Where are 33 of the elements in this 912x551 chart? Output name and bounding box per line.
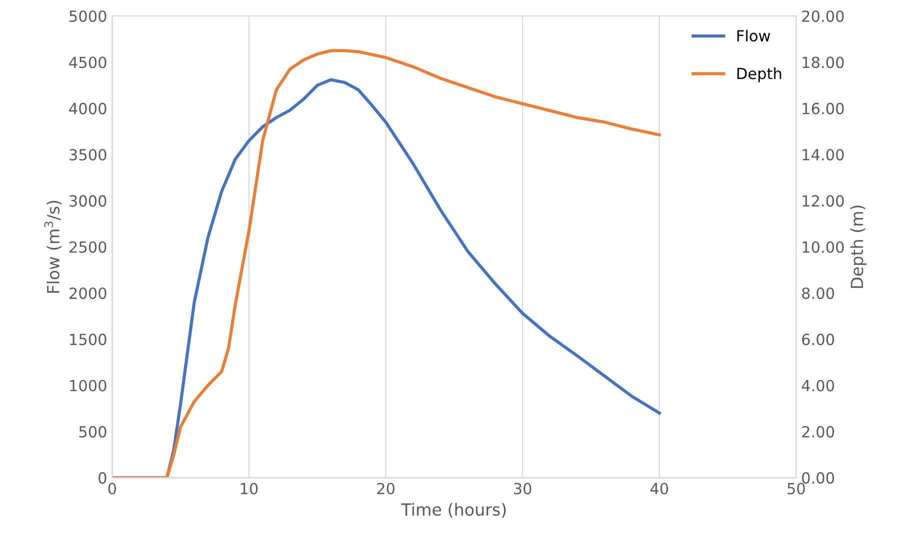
y2-tick-label: 16.00 [802, 102, 844, 114]
y-tick-label: 1500 [70, 334, 106, 346]
x-tick-label: 10 [240, 482, 258, 494]
y2-tick-label: 0.00 [802, 472, 834, 484]
y-tick-label: 3000 [70, 195, 106, 207]
y2-tick-label: 14.00 [802, 148, 844, 161]
y-tick-label: 5000 [70, 10, 106, 22]
y2-tick-label: 2.00 [802, 426, 834, 438]
x-tick-label: 40 [650, 482, 668, 494]
legend-label: Depth [737, 67, 782, 82]
y-tick-label: 2000 [70, 287, 106, 300]
y2-tick-label: 6.00 [802, 334, 834, 346]
y2-tick-label: 4.00 [802, 380, 834, 392]
y-tick-label: 4000 [69, 102, 106, 114]
y2-axis-title: Depth (m) [850, 206, 866, 288]
y-axis-title: Flow (m$^{3}$/s) [44, 200, 62, 293]
x-tick-label: 0 [108, 482, 116, 494]
y2-tick-label: 12.00 [802, 195, 844, 207]
y-tick-label: 1000 [70, 380, 106, 392]
x-axis-title: Time (hours) [401, 502, 506, 518]
y-tick-label: 3500 [70, 148, 106, 161]
legend-label: Flow [737, 30, 770, 42]
y-tick-label: 2500 [70, 241, 106, 253]
y2-tick-label: 10.00 [802, 241, 844, 253]
y2-tick-label: 8.00 [802, 287, 834, 300]
x-tick-label: 30 [514, 482, 532, 494]
y2-tick-label: 18.00 [802, 56, 844, 68]
x-tick-label: 20 [377, 482, 394, 494]
x-tick-label: 50 [788, 482, 805, 494]
y-tick-label: 0 [98, 472, 106, 484]
y-tick-label: 4500 [69, 56, 106, 68]
y-tick-label: 500 [79, 426, 106, 438]
y2-tick-label: 20.00 [802, 10, 844, 22]
